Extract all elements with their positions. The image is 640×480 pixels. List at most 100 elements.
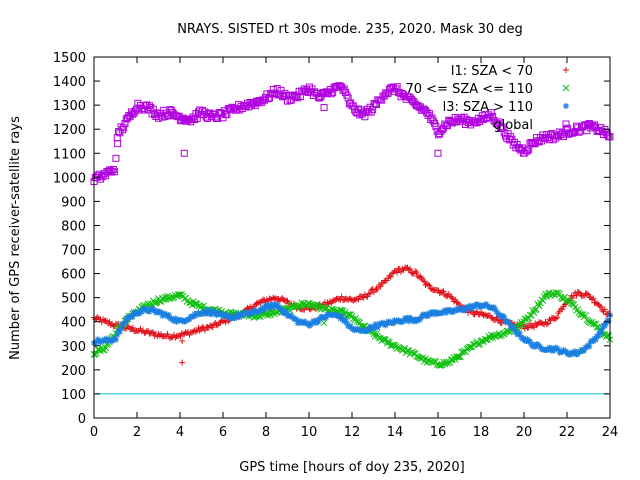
data-point — [146, 308, 153, 315]
data-point — [365, 291, 372, 298]
x-tick-label: 4 — [176, 425, 184, 440]
data-point — [482, 336, 490, 344]
data-point — [266, 305, 273, 312]
data-point — [274, 301, 281, 308]
data-point — [382, 322, 389, 329]
data-point — [511, 326, 518, 333]
data-point — [595, 301, 602, 308]
data-point — [186, 316, 193, 323]
data-point — [329, 306, 337, 313]
data-point — [158, 309, 165, 316]
x-tick-label: 24 — [602, 425, 619, 440]
data-point — [441, 291, 448, 298]
data-point — [201, 108, 209, 116]
data-point — [316, 316, 323, 323]
data-point — [315, 319, 322, 326]
data-point — [258, 308, 265, 315]
data-point — [266, 295, 273, 302]
data-point — [413, 269, 420, 276]
data-point — [269, 301, 276, 308]
x-tick-label: 18 — [473, 425, 490, 440]
data-point — [120, 124, 128, 132]
data-point — [112, 154, 120, 162]
data-point — [440, 288, 447, 295]
data-point — [403, 316, 410, 323]
data-point — [590, 338, 597, 345]
y-tick-label: 1200 — [53, 123, 86, 138]
data-point — [543, 321, 550, 328]
data-point — [387, 273, 394, 280]
data-point — [342, 316, 349, 323]
data-point — [377, 283, 384, 290]
legend-label: l1: SZA < 70 — [451, 64, 533, 79]
data-point — [588, 296, 595, 303]
y-tick-label: 600 — [61, 268, 86, 283]
data-point — [293, 316, 300, 323]
data-point — [437, 361, 445, 369]
data-point — [532, 343, 539, 350]
outlier-point — [179, 359, 186, 366]
data-point — [497, 312, 504, 319]
data-point — [231, 315, 238, 322]
data-point — [487, 109, 495, 117]
data-point — [173, 318, 180, 325]
data-point — [284, 298, 291, 305]
data-point — [100, 316, 107, 323]
data-point — [102, 338, 109, 345]
data-point — [346, 295, 353, 302]
data-point — [407, 266, 414, 273]
data-point — [283, 308, 290, 315]
data-point — [443, 310, 450, 317]
data-point — [582, 312, 589, 319]
data-point — [329, 298, 336, 305]
data-point — [559, 306, 566, 313]
data-point — [347, 323, 354, 330]
data-point — [412, 268, 419, 275]
data-point — [472, 301, 479, 308]
data-point — [404, 347, 411, 354]
outlier-point — [114, 140, 122, 148]
data-point — [449, 309, 456, 316]
data-point — [439, 288, 446, 295]
data-point — [381, 278, 388, 285]
series-3 — [90, 82, 614, 186]
data-point — [399, 265, 406, 272]
data-point — [358, 293, 365, 300]
series-0 — [91, 264, 613, 366]
data-point — [426, 282, 433, 289]
data-point — [204, 323, 211, 330]
outlier-point — [179, 337, 186, 344]
data-point — [143, 327, 150, 334]
data-point — [333, 295, 340, 302]
data-point — [283, 297, 290, 304]
data-point — [291, 303, 299, 311]
data-point — [170, 318, 177, 325]
data-point — [192, 312, 199, 319]
data-point — [338, 312, 345, 319]
data-point — [474, 308, 481, 315]
data-point — [129, 313, 136, 320]
data-point — [550, 314, 557, 321]
data-point — [454, 299, 461, 306]
y-tick-label: 400 — [61, 316, 86, 331]
data-point — [360, 294, 367, 301]
y-tick-label: 1100 — [53, 147, 86, 162]
data-point — [167, 335, 174, 342]
y-axis-title: Number of GPS receiver-satellite rays — [8, 116, 23, 360]
data-point — [547, 347, 554, 354]
legend-marker — [562, 84, 570, 92]
data-point — [601, 306, 608, 313]
data-point — [112, 336, 119, 343]
y-tick-label: 300 — [61, 340, 86, 355]
data-point — [546, 344, 553, 351]
series-layer — [90, 82, 614, 369]
data-point — [103, 335, 110, 342]
data-point — [213, 321, 220, 328]
data-point — [361, 113, 369, 121]
data-point — [129, 324, 136, 331]
data-point — [370, 325, 377, 332]
data-point — [124, 316, 131, 323]
data-point — [400, 317, 407, 324]
chart-title: NRAYS. SISTED rt 30s mode. 235, 2020. Ma… — [177, 22, 523, 37]
data-point — [195, 324, 202, 331]
